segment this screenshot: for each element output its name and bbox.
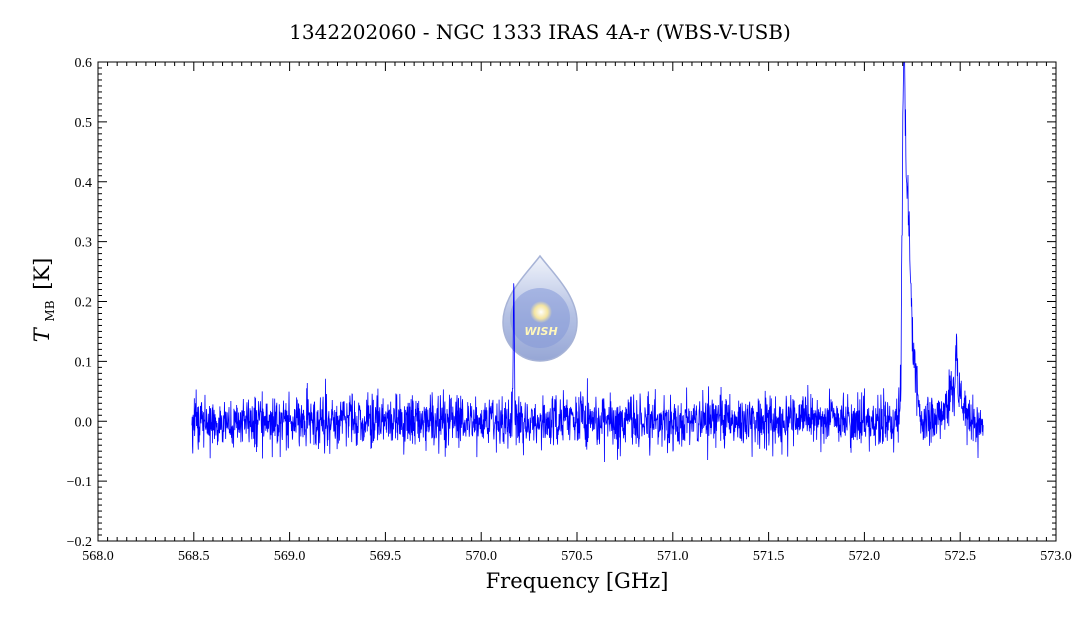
y-tick-label: 0.5 [75,116,93,131]
x-tick-label: 571.0 [657,549,689,564]
y-tick-label: 0.2 [75,296,93,311]
y-axis-label-unit: [K] [30,258,54,290]
y-tick-label: −0.2 [67,535,92,550]
x-tick-label: 572.0 [849,549,881,564]
y-tick-label: −0.1 [67,475,92,490]
y-tick-label: 0.6 [75,56,93,71]
svg-text:T MB [K]: T MB [K] [30,258,59,343]
x-tick-label: 570.0 [465,549,497,564]
chart-title: 1342202060 - NGC 1333 IRAS 4A-r (WBS-V-U… [289,20,791,44]
x-tick-label: 569.0 [274,549,306,564]
x-tick-label: 568.5 [178,549,210,564]
axis-ticks [97,61,1057,542]
x-tick-label: 568.0 [82,549,114,564]
y-tick-label: 0.3 [75,236,93,251]
y-axis-label-subscript: MB [43,300,57,321]
y-tick-labels: −0.2 −0.1 0.0 0.1 0.2 0.3 0.4 0.5 0.6 [67,56,92,550]
y-axis-label: T MB [K] [30,258,59,343]
x-tick-labels: 568.0 568.5 569.0 569.5 570.0 570.5 571.0 571.5… [82,549,1072,564]
plot-area [191,61,984,463]
wish-logo: WISH [502,254,578,362]
plot-frame [97,61,1057,542]
spectrum-series-line [191,61,984,463]
x-tick-label: 573.0 [1040,549,1072,564]
y-tick-label: 0.4 [75,176,93,191]
x-axis-label: Frequency [GHz] [486,569,669,593]
logo-text: WISH [524,325,557,338]
x-tick-label: 569.5 [370,549,402,564]
y-tick-label: 0.0 [75,415,93,430]
y-tick-label: 0.1 [75,355,93,370]
star-icon [530,301,552,323]
y-axis-label-symbol: T [30,326,54,342]
x-tick-label: 571.5 [753,549,785,564]
x-tick-label: 572.5 [944,549,976,564]
x-tick-label: 570.5 [561,549,593,564]
